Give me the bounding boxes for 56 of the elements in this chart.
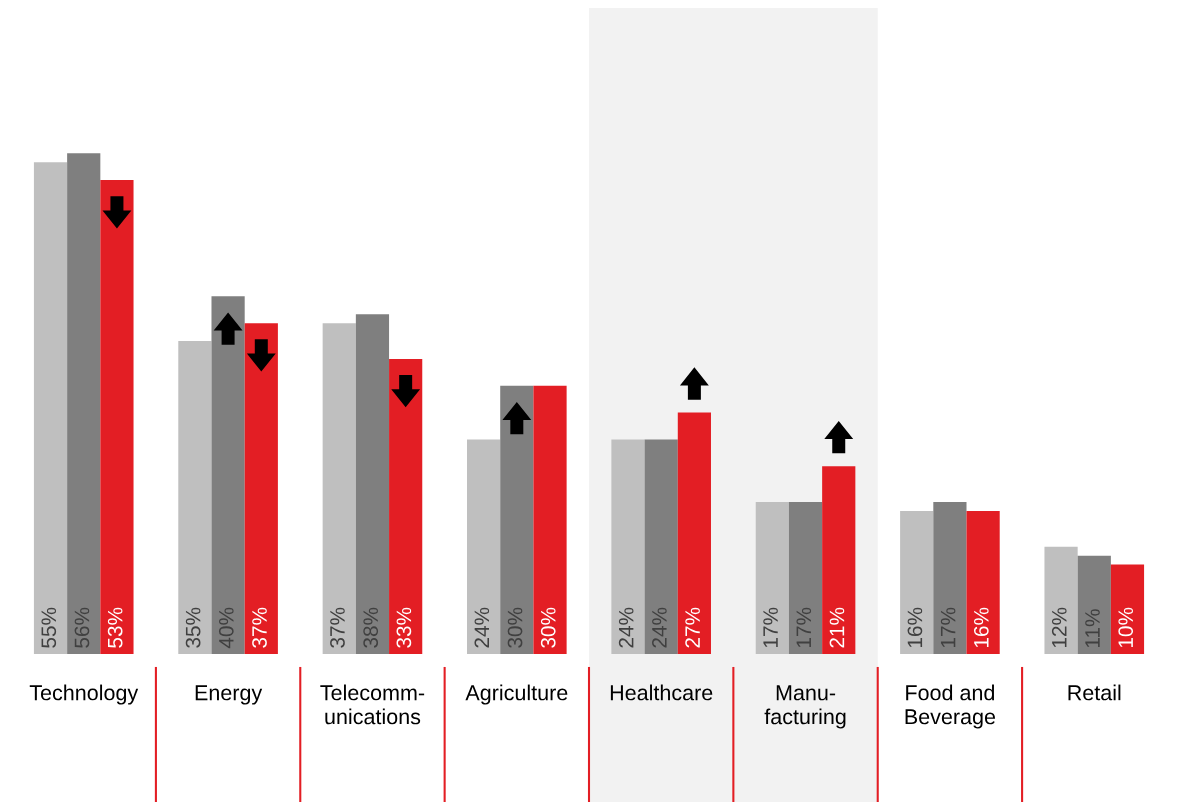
data-label: 11% — [1085, 609, 1100, 648]
data-label: 40% — [218, 607, 234, 649]
data-label: 35% — [185, 607, 201, 648]
bar — [500, 385, 534, 654]
x-tick-label: Telecomm- unications — [320, 684, 425, 725]
bar — [67, 153, 101, 654]
bar — [933, 501, 967, 654]
data-label: 17% — [763, 607, 778, 648]
bar — [322, 323, 356, 654]
x-tick-label: Agriculture — [465, 684, 568, 705]
x-tick-label: Technology — [29, 684, 139, 705]
data-label: 24% — [618, 607, 634, 648]
data-label: 53% — [107, 607, 123, 648]
bar — [966, 510, 1000, 654]
bar — [178, 341, 212, 654]
x-tick-label: Healthcare — [610, 684, 713, 701]
data-label: 27% — [685, 607, 700, 648]
bar — [355, 314, 390, 654]
data-label: 16% — [973, 607, 989, 648]
data-label: 24% — [652, 607, 667, 648]
bar — [100, 180, 134, 654]
data-label: 56% — [74, 607, 90, 648]
data-label: 30% — [540, 607, 556, 648]
data-label: 38% — [363, 607, 379, 648]
data-label: 37% — [252, 607, 267, 648]
x-tick-label: Retail — [1068, 684, 1121, 701]
bar — [533, 385, 567, 654]
data-label: 10% — [1118, 607, 1134, 648]
bar — [1044, 546, 1078, 654]
data-label: 21% — [829, 607, 845, 648]
data-label: 17% — [940, 607, 956, 648]
bar — [1110, 564, 1145, 654]
data-label: 33% — [396, 607, 412, 648]
x-tick-label: Energy — [195, 685, 263, 705]
bar — [211, 296, 245, 654]
x-tick-label: Food and Beverage — [905, 684, 996, 729]
bar — [389, 358, 423, 654]
data-label: 17% — [796, 607, 812, 648]
bar — [33, 162, 68, 654]
data-label: 16% — [907, 607, 923, 648]
bar — [1077, 555, 1111, 654]
bar — [611, 439, 645, 654]
data-label: 55% — [41, 607, 57, 648]
bar — [244, 323, 278, 654]
data-label: 30% — [507, 607, 523, 648]
bar — [822, 466, 856, 654]
bar — [788, 501, 823, 654]
bar — [900, 510, 934, 654]
bar — [755, 501, 789, 654]
data-label: 24% — [474, 607, 490, 648]
data-label: 12% — [1051, 607, 1067, 648]
bar — [677, 412, 711, 654]
data-label: 37% — [330, 607, 345, 648]
bar — [644, 439, 678, 654]
bar — [467, 439, 501, 654]
x-tick-label: Manu- facturing — [764, 685, 846, 729]
